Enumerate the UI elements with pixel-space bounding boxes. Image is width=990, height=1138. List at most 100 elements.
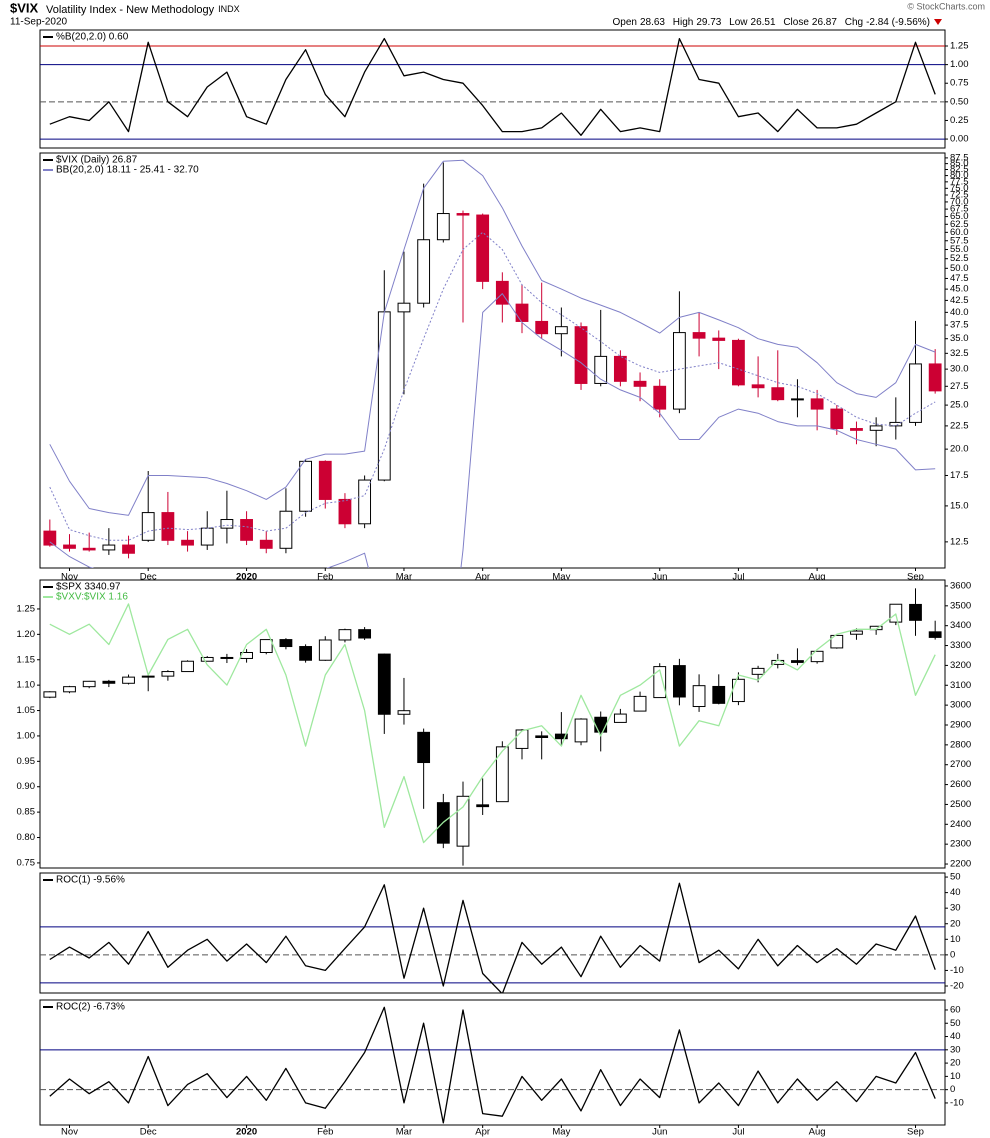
y-tick-label: 50 (950, 872, 961, 883)
candle-body (436, 213, 450, 241)
x-tick-label: Feb (317, 572, 333, 583)
name: Volatility Index - New Methodology (46, 4, 215, 16)
y-tick-label: 40.0 (950, 307, 969, 318)
candle-body (712, 685, 726, 704)
legend-label: %B(20,2.0) 0.60 (56, 32, 129, 43)
change-arrow (934, 19, 942, 25)
candle-body (417, 239, 431, 304)
y-tick-label: 57.5 (950, 235, 969, 246)
x-tick-label: Jun (652, 572, 667, 583)
quote-label: High (673, 17, 694, 28)
candle-body (476, 214, 490, 282)
y-tick-label: -10 (950, 965, 964, 976)
panel-frame (39, 29, 946, 149)
candle-body (63, 686, 76, 693)
candle-body (653, 385, 667, 410)
y-tick-label: 2700 (950, 759, 971, 770)
candle-body (495, 746, 509, 803)
y-tick-label: 30 (950, 903, 961, 914)
plot-area (40, 1006, 945, 1124)
quote-value: 29.73 (696, 17, 721, 28)
y-tick-label: 2600 (950, 779, 971, 790)
candle-body (141, 675, 155, 678)
candle-body (200, 656, 214, 662)
candle-body (82, 680, 96, 688)
y-tick-label: 0.85 (17, 807, 36, 818)
candle-body (535, 735, 549, 739)
candle-body (791, 398, 804, 401)
y-tick-label: 1.15 (17, 654, 36, 665)
legend-label: $VXV:$VIX 1.16 (56, 592, 128, 603)
candle-body (909, 363, 922, 423)
candle-body (515, 303, 529, 322)
legend-label: $VIX (Daily) 26.87 (56, 155, 138, 166)
y-tick-label: 87.5 (950, 152, 969, 163)
candle-body (338, 498, 352, 525)
y-tick-label: 70.0 (950, 196, 969, 207)
y-tick-label: 25.0 (950, 400, 969, 411)
y-tick-label: 1.00 (950, 59, 969, 70)
quote-value: 26.87 (812, 17, 837, 28)
symbol: $VIX (10, 0, 39, 15)
line (49, 1006, 936, 1124)
y-tick-label: 35.0 (950, 333, 969, 344)
candle-body (299, 646, 312, 661)
y-tick-label: 30 (950, 1044, 961, 1055)
candle-body (850, 428, 863, 431)
legend-label: BB(20,2.0) 18.11 - 25.41 - 32.70 (56, 165, 199, 176)
candle-body (515, 729, 529, 749)
candle-body (358, 629, 372, 639)
candle-body (633, 380, 647, 387)
y-tick-label: 72.5 (950, 190, 969, 201)
y-tick-label: 0.75 (950, 78, 969, 89)
panel-frame (39, 999, 946, 1126)
candle-body (397, 302, 411, 313)
y-tick-label: 2900 (950, 720, 971, 731)
candle-body (889, 603, 903, 623)
y-tick-label: 0.75 (17, 857, 36, 868)
y-tick-label: 10 (950, 934, 961, 945)
candle-body (928, 631, 942, 638)
y-tick-label: 27.5 (950, 381, 969, 392)
y-tick-label: 40 (950, 1031, 961, 1042)
candle-body (791, 660, 804, 663)
candle-body (476, 804, 490, 808)
y-tick-label: 30.0 (950, 364, 969, 375)
x-tick-label: Nov (61, 1127, 78, 1138)
y-tick-label: 65.0 (950, 211, 969, 222)
candle-body (318, 639, 332, 661)
quote-label: Open (612, 17, 636, 28)
y-tick-label: 60 (950, 1004, 961, 1015)
credit: © StockCharts.com (907, 1, 985, 11)
x-tick-label: Mar (396, 1127, 412, 1138)
candle-body (102, 544, 116, 551)
x-tick-label: Apr (475, 1127, 490, 1138)
y-tick-label: 40 (950, 887, 961, 898)
candle-body (220, 656, 234, 659)
x-tick-label: Feb (317, 1127, 333, 1138)
candle-body (299, 460, 312, 512)
y-tick-label: 12.5 (950, 536, 969, 547)
candle-body (397, 710, 411, 715)
panel-frame (39, 579, 946, 869)
legend-label: ROC(1) -9.56% (56, 875, 125, 886)
candle-body (673, 665, 686, 698)
y-tick-label: 1.25 (950, 41, 969, 52)
y-tick-label: 20 (950, 918, 961, 929)
band-upper (49, 159, 936, 516)
y-tick-label: 2500 (950, 799, 971, 810)
candle-body (574, 718, 588, 743)
x-tick-label: Dec (140, 572, 157, 583)
candle-body (259, 539, 273, 549)
y-tick-label: 1.20 (17, 629, 36, 640)
y-tick-label: 2300 (950, 839, 971, 850)
candle-body (692, 685, 706, 708)
candle-body (830, 408, 844, 430)
y-tick-label: 0.25 (950, 115, 969, 126)
y-tick-label: 0.00 (950, 134, 969, 145)
candle-body (810, 650, 824, 663)
candle-body (574, 326, 588, 384)
candle-body (161, 512, 175, 541)
candle-body (161, 671, 175, 677)
